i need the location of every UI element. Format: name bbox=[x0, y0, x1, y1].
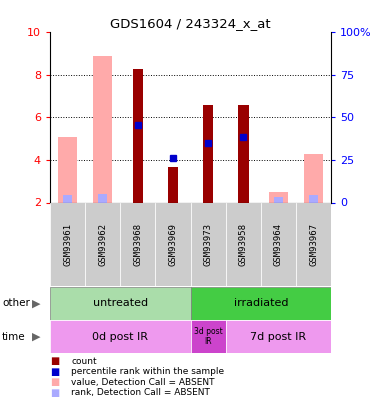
Text: ▶: ▶ bbox=[32, 332, 40, 341]
Text: GSM93969: GSM93969 bbox=[169, 222, 177, 266]
Text: GSM93964: GSM93964 bbox=[274, 222, 283, 266]
Bar bbox=[121, 202, 156, 286]
Text: ■: ■ bbox=[50, 367, 59, 377]
Bar bbox=[132, 68, 143, 202]
Text: GSM93961: GSM93961 bbox=[63, 222, 72, 266]
Text: GSM93968: GSM93968 bbox=[133, 222, 142, 266]
Bar bbox=[168, 167, 178, 202]
Bar bbox=[50, 320, 191, 353]
Bar bbox=[261, 202, 296, 286]
Bar bbox=[274, 197, 283, 202]
Bar bbox=[226, 202, 261, 286]
Bar bbox=[203, 104, 213, 202]
Text: 3d post
IR: 3d post IR bbox=[194, 327, 223, 346]
Bar bbox=[309, 195, 318, 202]
Text: other: other bbox=[2, 298, 30, 308]
Bar bbox=[98, 194, 107, 202]
Bar bbox=[191, 202, 226, 286]
Bar bbox=[191, 320, 226, 353]
Bar bbox=[296, 202, 331, 286]
Text: GSM93962: GSM93962 bbox=[98, 222, 107, 266]
Text: rank, Detection Call = ABSENT: rank, Detection Call = ABSENT bbox=[71, 388, 210, 397]
Bar bbox=[93, 56, 112, 202]
Text: untreated: untreated bbox=[93, 298, 148, 308]
Title: GDS1604 / 243324_x_at: GDS1604 / 243324_x_at bbox=[110, 17, 271, 30]
Text: irradiated: irradiated bbox=[234, 298, 288, 308]
Text: ■: ■ bbox=[50, 377, 59, 387]
Bar bbox=[50, 287, 191, 320]
Bar bbox=[191, 287, 331, 320]
Bar bbox=[269, 192, 288, 202]
Bar bbox=[50, 202, 85, 286]
Text: GSM93973: GSM93973 bbox=[204, 222, 213, 266]
Text: ▶: ▶ bbox=[32, 298, 40, 308]
Bar bbox=[63, 195, 72, 202]
Text: GSM93958: GSM93958 bbox=[239, 222, 248, 266]
Bar bbox=[226, 320, 331, 353]
Bar bbox=[58, 136, 77, 202]
Bar bbox=[85, 202, 120, 286]
Text: 0d post IR: 0d post IR bbox=[92, 332, 148, 341]
Text: count: count bbox=[71, 357, 97, 366]
Bar bbox=[238, 104, 249, 202]
Text: ■: ■ bbox=[50, 356, 59, 366]
Bar bbox=[304, 153, 323, 202]
Bar bbox=[156, 202, 191, 286]
Text: ■: ■ bbox=[50, 388, 59, 398]
Text: GSM93967: GSM93967 bbox=[309, 222, 318, 266]
Text: value, Detection Call = ABSENT: value, Detection Call = ABSENT bbox=[71, 378, 215, 387]
Text: 7d post IR: 7d post IR bbox=[250, 332, 306, 341]
Text: percentile rank within the sample: percentile rank within the sample bbox=[71, 367, 224, 376]
Text: time: time bbox=[2, 332, 25, 341]
